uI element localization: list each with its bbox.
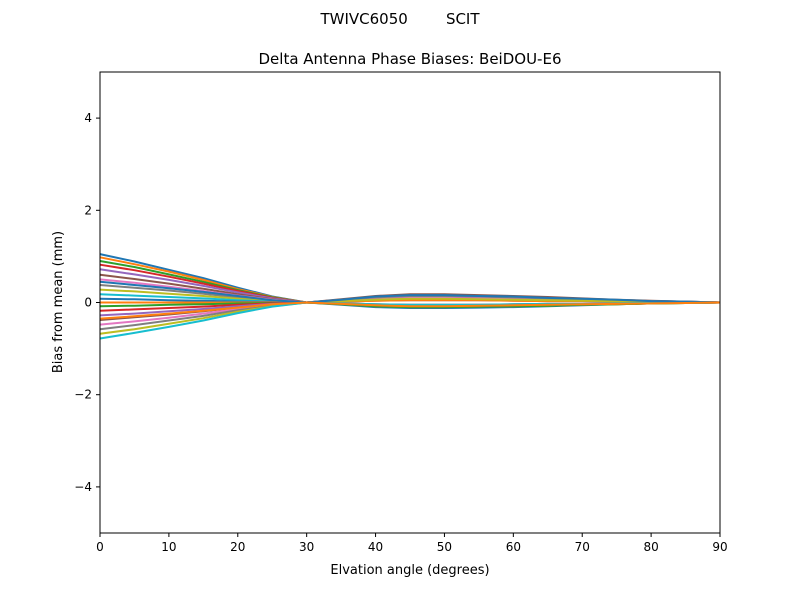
x-tick-label: 90 (712, 540, 727, 554)
y-tick-label: 2 (84, 203, 92, 217)
y-axis: −4 −2 0 2 4 (74, 111, 100, 494)
y-tick-label: −2 (74, 388, 92, 402)
y-tick-label: 4 (84, 111, 92, 125)
suptitle: TWIVC6050 SCIT (319, 10, 480, 28)
y-axis-label: Bias from mean (mm) (51, 231, 66, 373)
series-line-19 (99, 297, 721, 335)
x-tick-label: 40 (368, 540, 383, 554)
x-tick-label: 20 (230, 540, 245, 554)
x-axis: 0 10 20 30 40 50 60 70 80 90 (96, 533, 728, 554)
y-tick-label: −4 (74, 480, 92, 494)
series-lines (99, 253, 721, 340)
x-tick-label: 30 (299, 540, 314, 554)
chart-title: Delta Antenna Phase Biases: BeiDOU-E6 (259, 50, 562, 68)
x-tick-label: 10 (161, 540, 176, 554)
x-axis-label: Elvation angle (degrees) (330, 563, 489, 578)
series-line-22 (99, 301, 721, 320)
x-tick-label: 60 (506, 540, 521, 554)
x-tick-label: 80 (643, 540, 658, 554)
x-tick-label: 70 (575, 540, 590, 554)
x-tick-label: 0 (96, 540, 104, 554)
y-tick-label: 0 (84, 296, 92, 310)
series-line-21 (99, 280, 721, 304)
x-tick-label: 50 (437, 540, 452, 554)
